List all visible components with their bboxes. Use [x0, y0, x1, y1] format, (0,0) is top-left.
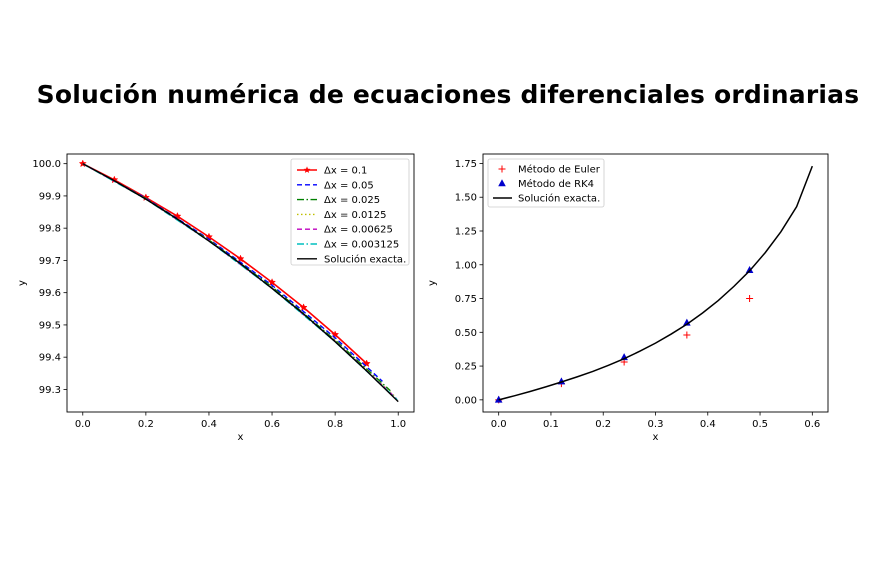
right-x-tick-label: 0.2 — [595, 419, 611, 430]
left-legend-label-3: Δx = 0.0125 — [324, 210, 387, 221]
left-series-line-6 — [82, 163, 399, 403]
left-legend-label-4: Δx = 0.00625 — [324, 225, 393, 236]
figure-title: Solución numérica de ecuaciones diferenc… — [36, 80, 860, 109]
right-x-tick-label: 0.1 — [543, 419, 559, 430]
left-y-tick-label: 99.4 — [39, 353, 61, 364]
left-legend-label-2: Δx = 0.025 — [324, 195, 380, 206]
right-series-point-0 — [683, 331, 691, 339]
left-legend-label-6: Solución exacta. — [324, 253, 406, 265]
chart-left-euler-steps: 0.0 0.2 0.4 0.6 0.8 1.0 99.3 99.4 99.5 99.6 99.7 99… — [17, 153, 415, 443]
left-x-tick-label: 0.0 — [75, 419, 91, 430]
left-plot-area — [78, 159, 399, 403]
left-legend-label-5: Δx = 0.003125 — [324, 240, 399, 251]
right-x-tick-label: 0.6 — [804, 419, 820, 430]
left-y-tick-label: 100.0 — [32, 159, 61, 170]
left-y-tick-label: 99.5 — [39, 320, 61, 331]
right-legend-label-0: Método de Euler — [518, 164, 601, 176]
right-series-line-2 — [498, 165, 814, 401]
left-legend-label-0: Δx = 0.1 — [324, 166, 367, 177]
right-x-axis-label: x — [653, 432, 659, 443]
right-legend-box — [487, 158, 605, 208]
left-x-tick-label: 0.8 — [327, 419, 343, 430]
chart-right-method-comparison: 0.0 0.1 0.2 0.3 0.4 0.5 0.6 0.00 0.25 0.50 0.75 1.0… — [427, 153, 829, 443]
right-y-tick-label: 1.00 — [455, 260, 477, 271]
left-series-point-0 — [268, 278, 277, 286]
left-legend-box — [290, 158, 410, 266]
right-x-tick-label: 0.5 — [752, 419, 768, 430]
left-y-tick-label: 99.7 — [39, 256, 61, 267]
right-y-tick-label: 1.25 — [455, 226, 477, 237]
right-legend-marker-0 — [498, 165, 506, 173]
right-legend-label-1: Método de RK4 — [518, 178, 594, 190]
left-series-point-0 — [299, 303, 308, 311]
left-legend-label-1: Δx = 0.05 — [324, 180, 374, 191]
left-y-tick-label: 99.9 — [39, 191, 61, 202]
left-y-tick-label: 99.6 — [39, 288, 61, 299]
right-series-point-1 — [683, 318, 691, 326]
left-plot-frame — [66, 153, 415, 413]
right-x-tick-label: 0.0 — [491, 419, 507, 430]
right-y-tick-label: 0.50 — [455, 328, 477, 339]
right-legend-marker-1 — [498, 179, 506, 187]
left-legend-marker-0 — [303, 166, 311, 173]
left-series-line-0 — [82, 162, 368, 365]
right-y-axis-label: y — [427, 280, 438, 286]
right-y-tick-label: 0.75 — [455, 294, 477, 305]
left-x-tick-label: 1.0 — [390, 419, 406, 430]
left-y-tick-label: 99.8 — [39, 224, 61, 235]
left-x-axis-label: x — [238, 432, 244, 443]
right-series-point-0 — [746, 295, 754, 303]
left-x-tick-label: 0.2 — [138, 419, 154, 430]
right-x-tick-label: 0.4 — [700, 419, 716, 430]
right-plot-frame — [482, 153, 829, 413]
left-series-point-0 — [236, 254, 245, 263]
right-y-tick-label: 1.50 — [455, 193, 477, 204]
left-y-axis-label: y — [17, 280, 28, 286]
right-y-tick-label: 0.00 — [455, 395, 477, 406]
right-series-point-1 — [745, 265, 754, 273]
left-x-tick-label: 0.4 — [201, 419, 217, 430]
right-legend-label-2: Solución exacta. — [518, 193, 600, 205]
left-y-tick-label: 99.3 — [39, 385, 61, 396]
right-y-tick-label: 0.25 — [455, 362, 477, 373]
left-x-tick-label: 0.6 — [264, 419, 280, 430]
right-y-tick-label: 1.75 — [455, 159, 477, 170]
right-x-tick-label: 0.3 — [648, 419, 664, 430]
